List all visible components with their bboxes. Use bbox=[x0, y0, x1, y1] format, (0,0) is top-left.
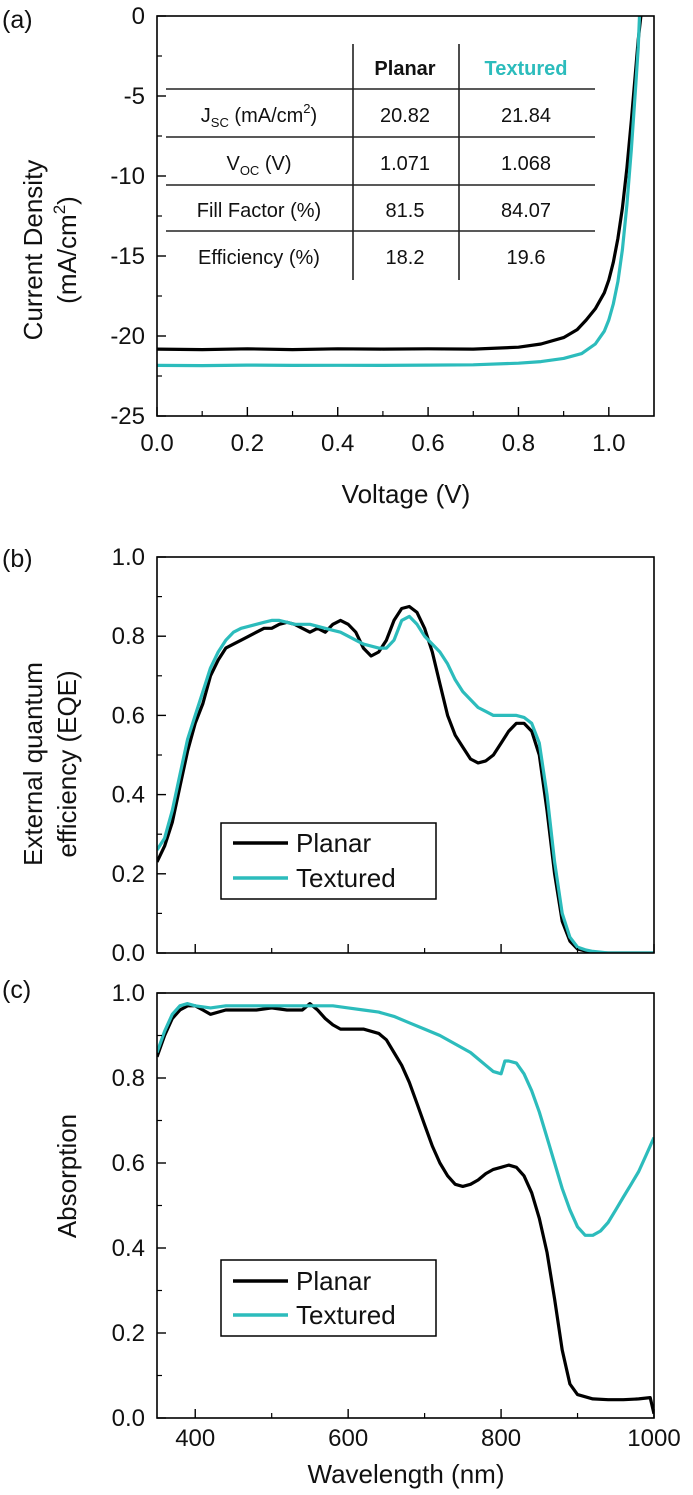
table-header-planar: Planar bbox=[374, 58, 435, 80]
table-cell-textured: 19.6 bbox=[507, 247, 546, 269]
x-tick-label: 1.0 bbox=[592, 430, 625, 457]
series-line-planar bbox=[157, 1001, 654, 1415]
series-line-textured bbox=[157, 16, 642, 368]
legend-label-planar: Planar bbox=[296, 828, 371, 858]
y-tick-label: 0.0 bbox=[112, 1405, 145, 1432]
y-tick-label: 0.6 bbox=[112, 702, 145, 729]
table-row-label: JSC (mA/cm2) bbox=[201, 101, 317, 130]
panel-b: (b) External quantum efficiency (EQE) 0.… bbox=[2, 544, 655, 967]
y-tick-label: 0.0 bbox=[112, 940, 145, 967]
y-tick-label: 1.0 bbox=[112, 980, 145, 1007]
series-line-textured bbox=[157, 1001, 654, 1237]
series-line-planar bbox=[157, 604, 654, 953]
panel-a-parameter-table: Planar Textured JSC (mA/cm2) 20.82 21.84… bbox=[166, 44, 595, 280]
y-tick-label: 0.6 bbox=[112, 1150, 145, 1177]
table-row-label: Efficiency (%) bbox=[198, 247, 320, 269]
panel-b-y-title-line2: efficiency (EQE) bbox=[52, 670, 82, 857]
panel-a-y-title: Current Density (mA/cm2) bbox=[18, 160, 82, 341]
x-tick-label: 600 bbox=[328, 1425, 368, 1452]
panel-a-y-title-close: ) bbox=[52, 196, 82, 205]
panel-c-plot: 0.0 0.2 0.4 0.6 0.8 1.0 400 600 800 1000 bbox=[112, 980, 681, 1452]
panel-a-x-title: Voltage (V) bbox=[342, 479, 471, 509]
y-tick-label: 0.2 bbox=[112, 1320, 145, 1347]
table-cell-planar: 18.2 bbox=[386, 247, 425, 269]
legend-box bbox=[220, 822, 437, 900]
table-cell-textured: 84.07 bbox=[501, 200, 551, 222]
panel-a-plot: 0 -5 -10 -15 -20 -250.0 0.2 0.4 0.6 0.8 1.0 bbox=[110, 3, 655, 457]
y-tick-label: 0.4 bbox=[112, 782, 145, 809]
x-tick-label: 800 bbox=[481, 1425, 521, 1452]
x-tick-label: 0.4 bbox=[321, 430, 354, 457]
table-cell-planar: 20.82 bbox=[380, 105, 430, 127]
y-tick-label: 0 bbox=[132, 3, 145, 30]
y-tick-label: 0.4 bbox=[112, 1235, 145, 1262]
y-tick-label: 0.2 bbox=[112, 861, 145, 888]
x-tick-label: 1000 bbox=[627, 1425, 680, 1452]
table-cell-textured: 1.068 bbox=[501, 153, 551, 175]
panel-a-y-title-sup: 2 bbox=[50, 205, 69, 214]
panel-b-plot: 0.0 0.2 0.4 0.6 0.8 1.0 bbox=[112, 544, 655, 967]
table-cell-textured: 21.84 bbox=[501, 105, 551, 127]
table-row-label: VOC (V) bbox=[226, 153, 291, 178]
legend-label-textured: Textured bbox=[296, 1300, 396, 1330]
panel-c: (c) Absorption Wavelength (nm) 0.0 0.2 0.4… bbox=[2, 976, 681, 1489]
table-row-label: Fill Factor (%) bbox=[197, 200, 321, 222]
y-tick-label: -15 bbox=[110, 243, 145, 270]
legend-label-planar: Planar bbox=[296, 1266, 371, 1296]
y-tick-label: -10 bbox=[110, 163, 145, 190]
plot-frame bbox=[156, 992, 655, 1419]
panel-a-letter: (a) bbox=[2, 6, 33, 34]
x-tick-label: 0.0 bbox=[140, 430, 173, 457]
legend-box bbox=[220, 1259, 437, 1337]
panel-c-x-title: Wavelength (nm) bbox=[308, 1459, 505, 1489]
panel-b-legend: Planar Textured bbox=[220, 822, 437, 900]
x-tick-label: 400 bbox=[175, 1425, 215, 1452]
y-tick-label: 0.8 bbox=[112, 623, 145, 650]
panel-c-legend: Planar Textured bbox=[220, 1259, 437, 1337]
table-cell-planar: 81.5 bbox=[386, 200, 425, 222]
x-tick-label: 0.6 bbox=[411, 430, 444, 457]
y-tick-label: 0.8 bbox=[112, 1065, 145, 1092]
series-line-textured bbox=[157, 614, 654, 953]
legend-label-textured: Textured bbox=[296, 863, 396, 893]
panel-a-y-title-line2: (mA/cm2) bbox=[50, 196, 82, 304]
x-tick-label: 0.8 bbox=[502, 430, 535, 457]
table-header-textured: Textured bbox=[485, 58, 568, 80]
panel-a-y-title-unit: (mA/cm bbox=[52, 214, 82, 304]
panel-b-letter: (b) bbox=[2, 545, 33, 573]
y-tick-label: 1.0 bbox=[112, 544, 145, 571]
table-cell-planar: 1.071 bbox=[380, 153, 430, 175]
panel-a: (a) Current Density (mA/cm2) Voltage (V)… bbox=[2, 3, 655, 509]
series-line-planar bbox=[157, 16, 643, 352]
y-tick-label: -25 bbox=[110, 403, 145, 430]
x-tick-label: 0.2 bbox=[231, 430, 264, 457]
panel-c-letter: (c) bbox=[2, 976, 31, 1004]
y-tick-label: -5 bbox=[124, 83, 145, 110]
panel-b-y-title-line1: External quantum bbox=[18, 662, 48, 866]
panel-c-y-title: Absorption bbox=[52, 1114, 82, 1238]
panel-a-y-title-line1: Current Density bbox=[18, 160, 48, 341]
y-tick-label: -20 bbox=[110, 323, 145, 350]
